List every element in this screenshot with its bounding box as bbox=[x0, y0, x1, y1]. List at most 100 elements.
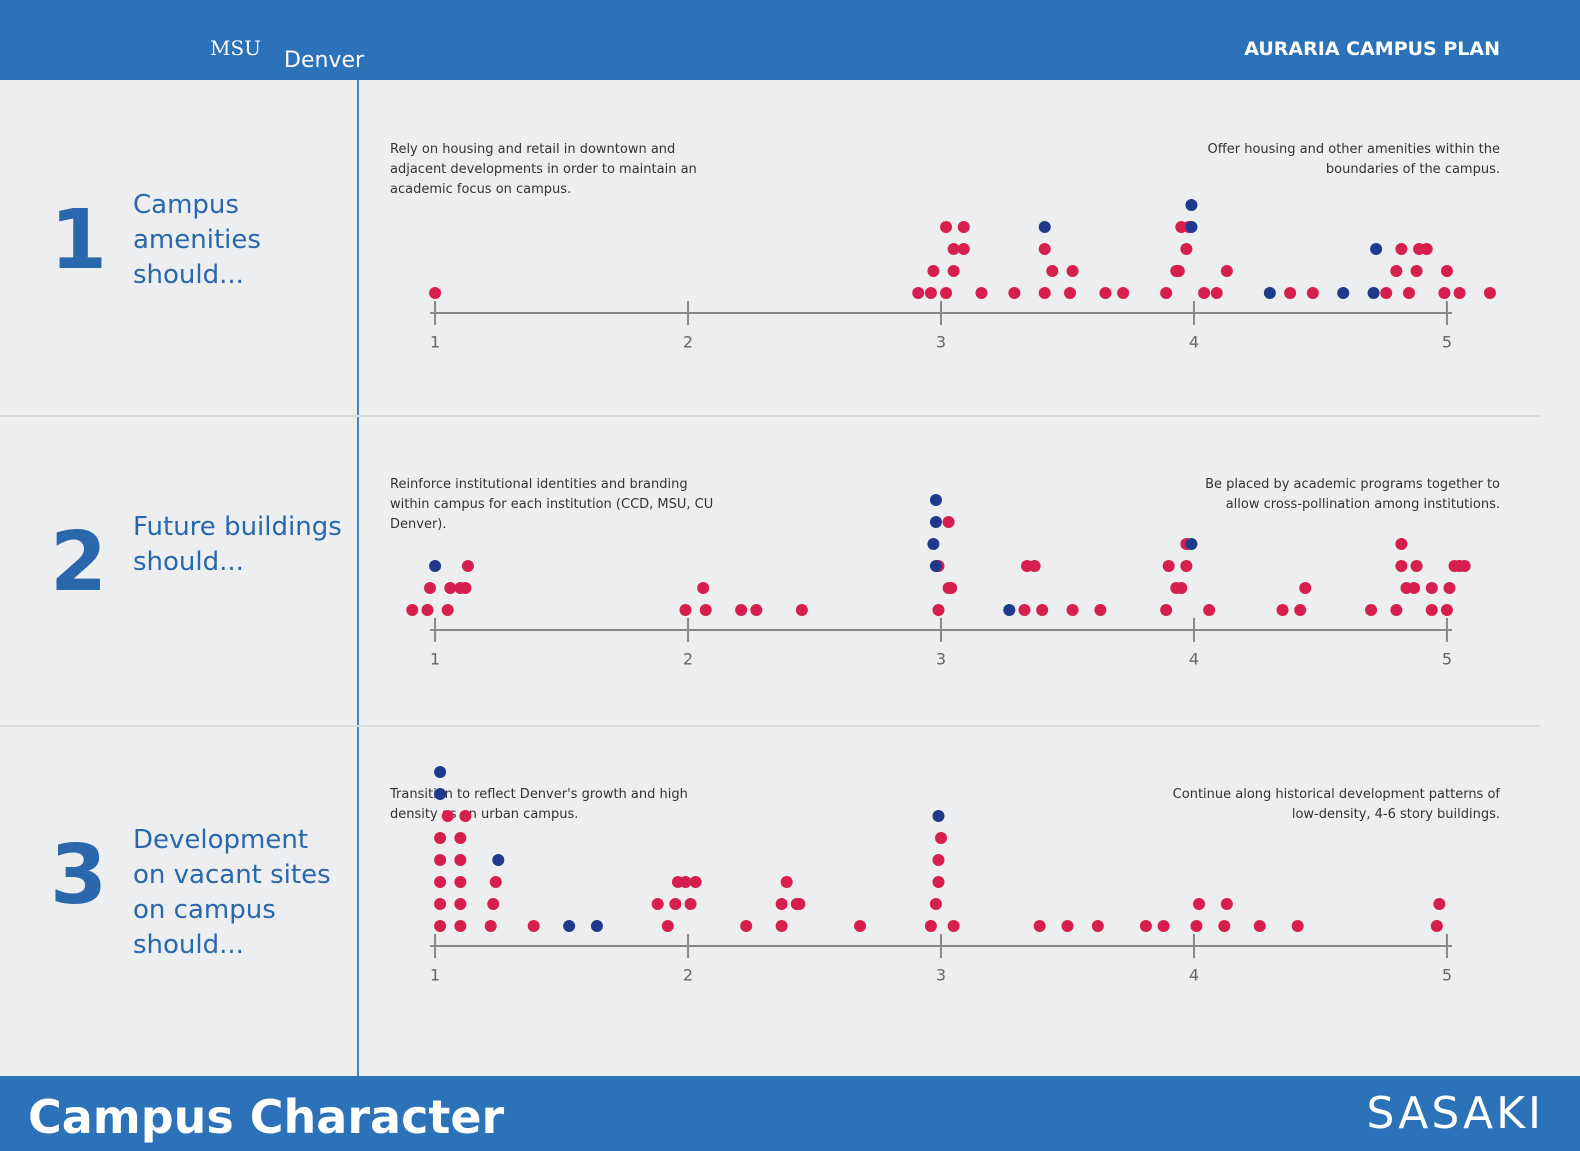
vote-dot bbox=[930, 494, 942, 506]
vote-dot bbox=[1370, 243, 1382, 255]
vote-dot bbox=[1198, 287, 1210, 299]
vote-dot bbox=[1039, 287, 1051, 299]
vote-dot bbox=[1180, 243, 1192, 255]
vote-dot bbox=[454, 898, 466, 910]
x-tick-label: 5 bbox=[1442, 650, 1452, 669]
vote-dot bbox=[932, 810, 944, 822]
x-tick-label: 2 bbox=[683, 966, 693, 985]
vote-dot bbox=[1441, 604, 1453, 616]
vote-dot bbox=[429, 287, 441, 299]
vote-dot bbox=[1203, 604, 1215, 616]
vote-dot bbox=[930, 516, 942, 528]
vote-dot bbox=[1390, 604, 1402, 616]
vote-dot bbox=[1221, 265, 1233, 277]
vote-dot bbox=[1484, 287, 1496, 299]
vote-dot bbox=[459, 582, 471, 594]
vote-dot bbox=[485, 920, 497, 932]
vote-dot bbox=[1421, 243, 1433, 255]
vote-dot bbox=[1292, 920, 1304, 932]
vote-dot bbox=[1254, 920, 1266, 932]
vote-dot bbox=[958, 243, 970, 255]
vote-dot bbox=[434, 898, 446, 910]
vote-dot bbox=[1395, 243, 1407, 255]
vote-dot bbox=[1438, 287, 1450, 299]
vote-dot bbox=[940, 221, 952, 233]
x-tick-label: 2 bbox=[683, 650, 693, 669]
vote-dot bbox=[740, 920, 752, 932]
vote-dot bbox=[1380, 287, 1392, 299]
vote-dot bbox=[1264, 287, 1276, 299]
vote-dot bbox=[421, 604, 433, 616]
vote-dot bbox=[1441, 265, 1453, 277]
vote-dot bbox=[1284, 287, 1296, 299]
x-tick-label: 5 bbox=[1442, 333, 1452, 352]
vote-dot bbox=[912, 287, 924, 299]
vote-dot bbox=[948, 265, 960, 277]
poster: MSU Denver AURARIA CAMPUS PLAN Campus Ch… bbox=[0, 0, 1580, 1151]
vote-dot bbox=[1039, 221, 1051, 233]
vote-dot bbox=[1337, 287, 1349, 299]
vote-dot bbox=[490, 876, 502, 888]
vote-dot bbox=[434, 788, 446, 800]
x-tick-label: 3 bbox=[936, 650, 946, 669]
vote-dot bbox=[424, 582, 436, 594]
vote-dot bbox=[459, 810, 471, 822]
vote-dot bbox=[1185, 538, 1197, 550]
vote-dot bbox=[975, 287, 987, 299]
vote-dot bbox=[429, 560, 441, 572]
vote-dot bbox=[1046, 265, 1058, 277]
vote-dot bbox=[669, 898, 681, 910]
vote-dot bbox=[1067, 265, 1079, 277]
vote-dot bbox=[1185, 199, 1197, 211]
vote-dot bbox=[1140, 920, 1152, 932]
vote-dot bbox=[442, 604, 454, 616]
vote-dot bbox=[930, 898, 942, 910]
vote-dot bbox=[563, 920, 575, 932]
vote-dot bbox=[1158, 920, 1170, 932]
x-tick-label: 2 bbox=[683, 333, 693, 352]
vote-dot bbox=[662, 920, 674, 932]
vote-dot bbox=[690, 876, 702, 888]
charts: 123451234512345 bbox=[0, 0, 1580, 1151]
vote-dot bbox=[652, 898, 664, 910]
vote-dot bbox=[1443, 582, 1455, 594]
vote-dot bbox=[462, 560, 474, 572]
vote-dot bbox=[1094, 604, 1106, 616]
vote-dot bbox=[1299, 582, 1311, 594]
vote-dot bbox=[776, 920, 788, 932]
vote-dot bbox=[434, 832, 446, 844]
vote-dot bbox=[945, 582, 957, 594]
vote-dot bbox=[1307, 287, 1319, 299]
vote-dot bbox=[932, 876, 944, 888]
vote-dot bbox=[925, 920, 937, 932]
vote-dot bbox=[1036, 604, 1048, 616]
vote-dot bbox=[1221, 898, 1233, 910]
x-tick-label: 4 bbox=[1189, 966, 1199, 985]
vote-dot bbox=[854, 920, 866, 932]
vote-dot bbox=[1003, 604, 1015, 616]
vote-dot bbox=[1218, 920, 1230, 932]
vote-dot bbox=[1039, 243, 1051, 255]
vote-dot bbox=[1426, 582, 1438, 594]
vote-dot bbox=[700, 604, 712, 616]
vote-dot bbox=[697, 582, 709, 594]
vote-dot bbox=[685, 898, 697, 910]
vote-dot bbox=[492, 854, 504, 866]
vote-dot bbox=[442, 810, 454, 822]
vote-dot bbox=[925, 287, 937, 299]
x-tick-label: 3 bbox=[936, 333, 946, 352]
vote-dot bbox=[735, 604, 747, 616]
vote-dot bbox=[454, 876, 466, 888]
vote-dot bbox=[406, 604, 418, 616]
vote-dot bbox=[750, 604, 762, 616]
vote-dot bbox=[943, 516, 955, 528]
vote-dot bbox=[776, 898, 788, 910]
vote-dot bbox=[793, 898, 805, 910]
vote-dot bbox=[487, 898, 499, 910]
x-tick-label: 1 bbox=[430, 333, 440, 352]
vote-dot bbox=[958, 221, 970, 233]
vote-dot bbox=[1459, 560, 1471, 572]
vote-dot bbox=[1092, 920, 1104, 932]
vote-dot bbox=[528, 920, 540, 932]
vote-dot bbox=[1160, 287, 1172, 299]
